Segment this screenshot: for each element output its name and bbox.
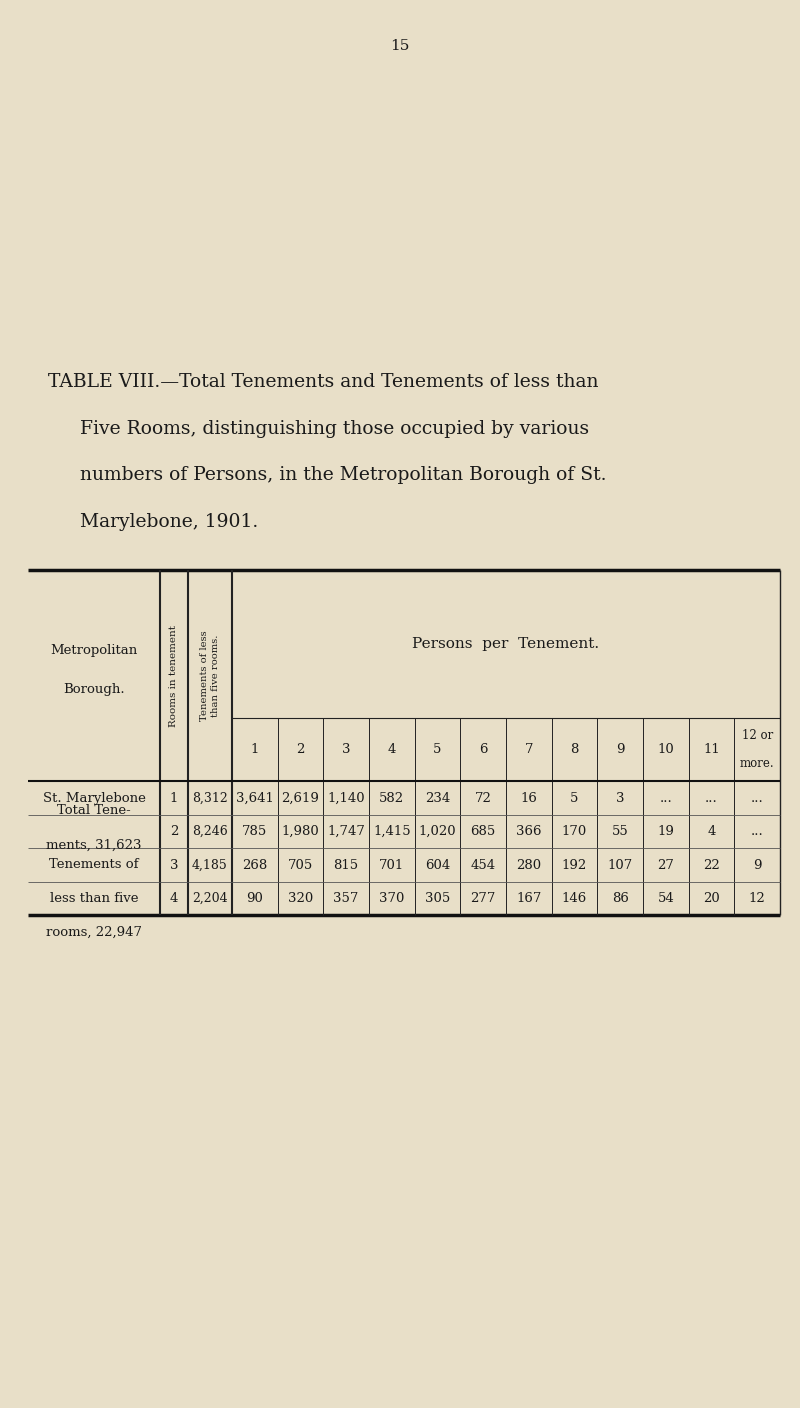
Text: 107: 107	[607, 859, 633, 872]
Text: 305: 305	[425, 893, 450, 905]
Text: 454: 454	[470, 859, 496, 872]
Text: ...: ...	[659, 791, 672, 804]
Text: 320: 320	[288, 893, 313, 905]
Text: 4: 4	[707, 825, 716, 838]
Text: 5: 5	[434, 743, 442, 756]
Text: rooms, 22,947: rooms, 22,947	[46, 926, 142, 939]
Text: 604: 604	[425, 859, 450, 872]
Text: 685: 685	[470, 825, 496, 838]
Text: TABLE VIII.—Total Tenements and Tenements of less than: TABLE VIII.—Total Tenements and Tenement…	[48, 373, 598, 391]
Text: 785: 785	[242, 825, 267, 838]
Text: 170: 170	[562, 825, 587, 838]
Text: 701: 701	[379, 859, 405, 872]
Text: 9: 9	[616, 743, 625, 756]
Text: St. Marylebone: St. Marylebone	[42, 791, 146, 804]
Text: 4: 4	[170, 893, 178, 905]
Text: Tenements of: Tenements of	[50, 859, 138, 872]
Text: 3: 3	[342, 743, 350, 756]
Text: 7: 7	[525, 743, 533, 756]
Text: more.: more.	[740, 758, 774, 770]
Text: 22: 22	[703, 859, 720, 872]
Text: Rooms in tenement: Rooms in tenement	[170, 625, 178, 727]
Text: Five Rooms, distinguishing those occupied by various: Five Rooms, distinguishing those occupie…	[80, 420, 589, 438]
Text: 20: 20	[703, 893, 720, 905]
Text: 1: 1	[250, 743, 259, 756]
Text: 2,619: 2,619	[282, 791, 319, 804]
Text: 815: 815	[334, 859, 358, 872]
Text: 4,185: 4,185	[192, 859, 228, 872]
Text: 3: 3	[170, 859, 178, 872]
Text: ...: ...	[705, 791, 718, 804]
Text: 3: 3	[616, 791, 625, 804]
Text: Total Tene-: Total Tene-	[57, 804, 131, 817]
Text: Marylebone, 1901.: Marylebone, 1901.	[80, 513, 258, 531]
Text: 357: 357	[334, 893, 359, 905]
Text: 1,747: 1,747	[327, 825, 365, 838]
Text: 146: 146	[562, 893, 587, 905]
Text: 268: 268	[242, 859, 267, 872]
Text: 370: 370	[379, 893, 405, 905]
Text: 54: 54	[658, 893, 674, 905]
Text: 1,020: 1,020	[418, 825, 456, 838]
Text: 19: 19	[658, 825, 674, 838]
Text: 167: 167	[516, 893, 542, 905]
Text: 582: 582	[379, 791, 404, 804]
Text: 8: 8	[570, 743, 578, 756]
Text: 2: 2	[170, 825, 178, 838]
Text: 234: 234	[425, 791, 450, 804]
Text: less than five: less than five	[50, 893, 138, 905]
Text: 11: 11	[703, 743, 720, 756]
Text: 90: 90	[246, 893, 263, 905]
Text: 6: 6	[479, 743, 487, 756]
Text: 3,641: 3,641	[236, 791, 274, 804]
Text: 1,140: 1,140	[327, 791, 365, 804]
Text: Persons  per  Tenement.: Persons per Tenement.	[413, 638, 599, 650]
Text: 27: 27	[658, 859, 674, 872]
Text: 1,980: 1,980	[282, 825, 319, 838]
Text: 72: 72	[474, 791, 492, 804]
Text: 705: 705	[288, 859, 313, 872]
Text: 4: 4	[388, 743, 396, 756]
Text: 16: 16	[520, 791, 538, 804]
Text: 12 or: 12 or	[742, 729, 773, 742]
Text: 2: 2	[296, 743, 305, 756]
Text: 12: 12	[749, 893, 766, 905]
Text: Metropolitan: Metropolitan	[50, 643, 138, 658]
Text: 1: 1	[170, 791, 178, 804]
Text: 8,312: 8,312	[192, 791, 228, 804]
Text: 5: 5	[570, 791, 578, 804]
Text: numbers of Persons, in the Metropolitan Borough of St.: numbers of Persons, in the Metropolitan …	[80, 466, 606, 484]
Text: ...: ...	[750, 791, 763, 804]
Text: 15: 15	[390, 39, 410, 54]
Text: 366: 366	[516, 825, 542, 838]
Text: 9: 9	[753, 859, 762, 872]
Text: 10: 10	[658, 743, 674, 756]
Text: 2,204: 2,204	[192, 893, 228, 905]
Text: 1,415: 1,415	[373, 825, 410, 838]
Text: Tenements of less
than five rooms.: Tenements of less than five rooms.	[200, 631, 220, 721]
Text: 280: 280	[516, 859, 542, 872]
Text: ments, 31,623: ments, 31,623	[46, 839, 142, 852]
Text: 277: 277	[470, 893, 496, 905]
Text: ...: ...	[750, 825, 763, 838]
Text: 86: 86	[612, 893, 629, 905]
Text: 192: 192	[562, 859, 587, 872]
Text: Borough.: Borough.	[63, 683, 125, 697]
Text: 55: 55	[612, 825, 629, 838]
Text: 8,246: 8,246	[192, 825, 228, 838]
